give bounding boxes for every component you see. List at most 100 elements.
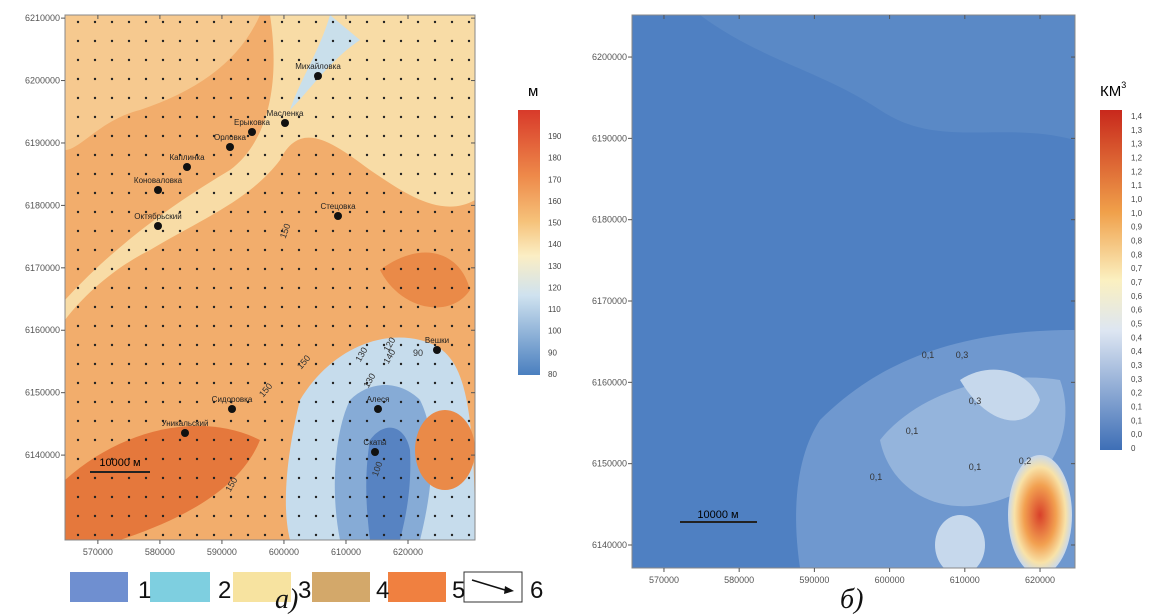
station-dot [399, 39, 403, 43]
station-dot [144, 476, 148, 480]
station-dot [263, 58, 267, 62]
station-dot [127, 495, 131, 499]
station-dot [178, 210, 182, 214]
station-dot [263, 134, 267, 138]
station-dot [467, 495, 471, 499]
station-dot [93, 343, 97, 347]
station-dot [365, 115, 369, 119]
colorbar-label: 1,3 [1131, 140, 1143, 149]
station-dot [416, 362, 420, 366]
station-dot [178, 533, 182, 537]
station-dot [297, 20, 301, 24]
station-dot [399, 77, 403, 81]
place-name: Орловка [214, 133, 247, 142]
station-dot [110, 362, 114, 366]
station-dot [365, 381, 369, 385]
station-dot [382, 210, 386, 214]
station-dot [382, 362, 386, 366]
y-tick-label: 6150000 [25, 388, 60, 398]
station-dot [76, 134, 80, 138]
station-dot [229, 495, 233, 499]
station-dot [280, 476, 284, 480]
contour-label: 0,1 [922, 350, 935, 360]
station-dot [195, 267, 199, 271]
station-dot [433, 39, 437, 43]
station-dot [178, 134, 182, 138]
station-dot [433, 457, 437, 461]
station-dot [399, 172, 403, 176]
colorbar-label: 140 [548, 240, 562, 249]
station-dot [467, 533, 471, 537]
panel-label: а) [275, 584, 298, 615]
station-dot [314, 58, 318, 62]
station-dot [382, 457, 386, 461]
station-dot [382, 115, 386, 119]
station-dot [93, 267, 97, 271]
station-dot [450, 533, 454, 537]
station-dot [178, 514, 182, 518]
station-dot [76, 20, 80, 24]
station-dot [365, 153, 369, 157]
station-dot [246, 77, 250, 81]
station-dot [161, 514, 165, 518]
station-dot [161, 419, 165, 423]
station-dot [297, 286, 301, 290]
station-dot [161, 457, 165, 461]
station-dot [195, 58, 199, 62]
station-dot [399, 419, 403, 423]
station-dot [76, 77, 80, 81]
station-dot [263, 267, 267, 271]
place-name: Скаты [363, 438, 386, 447]
station-dot [399, 229, 403, 233]
station-dot [195, 381, 199, 385]
station-dot [246, 419, 250, 423]
station-dot [433, 267, 437, 271]
station-dot [314, 324, 318, 328]
unit: КМ [1100, 83, 1121, 100]
legend-swatch [150, 572, 210, 602]
station-dot [297, 457, 301, 461]
station-dot [297, 77, 301, 81]
settlement [371, 448, 379, 456]
station-dot [195, 286, 199, 290]
station-dot [365, 77, 369, 81]
station-dot [212, 514, 216, 518]
station-dot [212, 381, 216, 385]
station-dot [297, 229, 301, 233]
station-dot [144, 381, 148, 385]
place-name: Михайловка [295, 62, 341, 71]
station-dot [229, 210, 233, 214]
x-tick-label: 570000 [83, 547, 113, 557]
station-dot [280, 191, 284, 195]
station-dot [365, 533, 369, 537]
station-dot [127, 362, 131, 366]
station-dot [229, 172, 233, 176]
station-dot [331, 514, 335, 518]
legend-swatch [312, 572, 370, 602]
station-dot [450, 305, 454, 309]
station-dot [314, 39, 318, 43]
station-dot [212, 134, 216, 138]
station-dot [467, 362, 471, 366]
station-dot [76, 324, 80, 328]
station-dot [450, 267, 454, 271]
station-dot [229, 324, 233, 328]
station-dot [161, 533, 165, 537]
station-dot [110, 267, 114, 271]
station-dot [110, 191, 114, 195]
legend-number: 1 [138, 577, 151, 604]
station-dot [433, 438, 437, 442]
station-dot [280, 39, 284, 43]
station-dot [348, 343, 352, 347]
legend-number: 5 [452, 577, 465, 604]
station-dot [178, 77, 182, 81]
station-dot [467, 153, 471, 157]
station-dot [229, 191, 233, 195]
station-dot [110, 153, 114, 157]
station-dot [450, 438, 454, 442]
panel-label: б) [840, 584, 863, 615]
station-dot [246, 39, 250, 43]
station-dot [93, 39, 97, 43]
station-dot [229, 267, 233, 271]
station-dot [161, 438, 165, 442]
